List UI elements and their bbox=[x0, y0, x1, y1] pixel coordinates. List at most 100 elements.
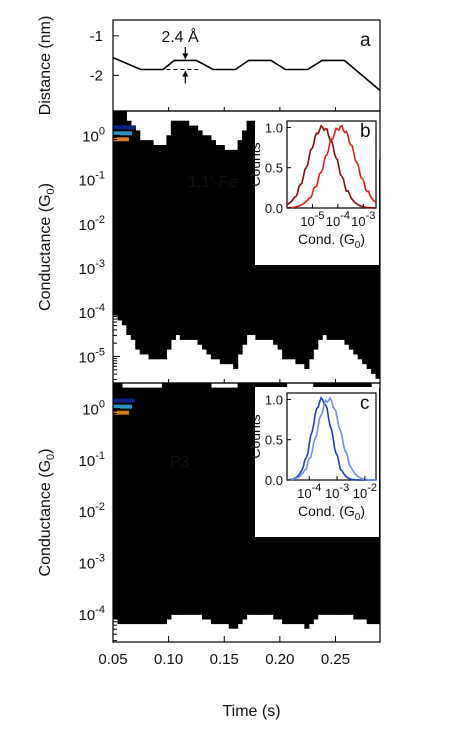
heatmap-cell bbox=[126, 329, 132, 336]
heatmap-cell bbox=[148, 198, 154, 204]
heatmap-cell bbox=[161, 174, 167, 180]
heatmap-cell bbox=[295, 586, 301, 592]
heatmap-cell bbox=[210, 256, 216, 263]
heatmap-cell bbox=[322, 285, 328, 292]
heatmap-cell bbox=[161, 387, 167, 393]
heatmap-cell bbox=[224, 217, 230, 224]
heatmap-cell bbox=[210, 470, 216, 477]
heatmap-cell bbox=[246, 227, 252, 234]
heatmap-cell bbox=[126, 387, 132, 393]
heatmap-cell bbox=[233, 480, 239, 486]
heatmap-cell bbox=[371, 305, 377, 311]
heatmap-cell bbox=[317, 310, 323, 316]
heatmap-cell bbox=[259, 281, 265, 287]
heatmap-cell bbox=[130, 614, 136, 620]
heatmap-cell bbox=[277, 324, 283, 331]
heatmap-cell bbox=[153, 540, 159, 546]
heatmap-cell bbox=[113, 256, 119, 263]
heatmap-cell bbox=[188, 271, 194, 277]
heatmap-cell bbox=[153, 232, 159, 238]
heatmap-cell bbox=[139, 222, 145, 229]
heatmap-cell bbox=[228, 396, 234, 403]
heatmap-cell bbox=[255, 300, 261, 306]
heatmap-cell bbox=[233, 544, 239, 551]
heatmap-cell bbox=[219, 512, 225, 518]
heatmap-cell bbox=[224, 222, 230, 229]
heatmap-cell bbox=[161, 266, 167, 272]
heatmap-cell bbox=[313, 285, 319, 292]
heatmap-cell bbox=[237, 169, 243, 175]
heatmap-cell bbox=[135, 568, 141, 574]
heatmap-cell bbox=[135, 595, 141, 601]
heatmap-cell bbox=[299, 344, 305, 350]
heatmap-cell bbox=[153, 507, 159, 514]
heatmap-cell bbox=[322, 295, 328, 302]
heatmap-cell bbox=[215, 154, 221, 161]
heatmap-cell bbox=[224, 169, 230, 175]
heatmap-cell bbox=[282, 544, 288, 551]
heatmap-cell bbox=[161, 290, 167, 297]
heatmap-cell bbox=[268, 595, 274, 601]
heatmap-cell bbox=[242, 290, 248, 297]
heatmap-cell bbox=[202, 383, 208, 389]
heatmap-cell bbox=[219, 353, 225, 360]
heatmap-cell bbox=[215, 401, 221, 407]
heatmap-cell bbox=[317, 324, 323, 331]
heatmap-cell bbox=[197, 410, 203, 416]
heatmap-cell bbox=[166, 305, 172, 311]
heatmap-cell bbox=[193, 276, 199, 282]
heatmap-cell bbox=[250, 461, 256, 467]
heatmap-cell bbox=[219, 452, 225, 458]
heatmap-cell bbox=[153, 410, 159, 416]
heatmap-cell bbox=[215, 424, 221, 430]
heatmap-cell bbox=[175, 512, 181, 518]
heatmap-cell bbox=[331, 285, 337, 292]
heatmap-cell bbox=[139, 494, 145, 500]
heatmap-cell bbox=[250, 563, 256, 569]
heatmap-cell bbox=[250, 480, 256, 486]
heatmap-cell bbox=[202, 466, 208, 472]
heatmap-cell bbox=[148, 517, 154, 523]
heatmap-cell bbox=[130, 581, 136, 588]
heatmap-cell bbox=[166, 193, 172, 200]
heatmap-cell bbox=[135, 188, 141, 195]
heatmap-cell bbox=[117, 111, 123, 117]
heatmap-cell bbox=[233, 179, 239, 185]
heatmap-cell bbox=[166, 433, 172, 440]
heatmap-cell bbox=[246, 174, 252, 180]
heatmap-cell bbox=[202, 261, 208, 268]
heatmap-cell bbox=[286, 329, 292, 336]
heatmap-cell bbox=[126, 577, 132, 583]
heatmap-cell bbox=[237, 535, 243, 541]
heatmap-cell bbox=[246, 489, 252, 495]
heatmap-cell bbox=[219, 489, 225, 495]
heatmap-cell bbox=[175, 383, 181, 389]
heatmap-cell bbox=[117, 554, 123, 560]
heatmap-cell bbox=[277, 300, 283, 306]
heatmap-cell bbox=[286, 276, 292, 282]
heatmap-cell bbox=[250, 489, 256, 495]
heatmap-cell bbox=[246, 577, 252, 583]
heatmap-cell bbox=[135, 387, 141, 393]
heatmap-cell bbox=[188, 581, 194, 588]
heatmap-cell bbox=[166, 169, 172, 175]
heatmap-cell bbox=[210, 266, 216, 272]
heatmap-cell bbox=[206, 447, 212, 453]
heatmap-cell bbox=[366, 281, 372, 287]
heatmap-cell bbox=[170, 300, 176, 306]
heatmap-cell bbox=[157, 540, 163, 546]
heatmap-cell bbox=[237, 251, 243, 258]
heatmap-cell bbox=[219, 517, 225, 523]
heatmap-cell bbox=[215, 503, 221, 509]
heatmap-cell bbox=[215, 586, 221, 592]
heatmap-cell bbox=[215, 334, 221, 340]
heatmap-cell bbox=[273, 558, 279, 564]
heatmap-cell bbox=[193, 581, 199, 588]
heatmap-cell bbox=[237, 517, 243, 523]
heatmap-cell bbox=[215, 198, 221, 204]
heatmap-cell bbox=[144, 605, 150, 611]
heatmap-cell bbox=[268, 572, 274, 578]
heatmap-cell bbox=[206, 145, 212, 151]
heatmap-cell bbox=[117, 315, 123, 321]
heatmap-cell bbox=[157, 466, 163, 472]
